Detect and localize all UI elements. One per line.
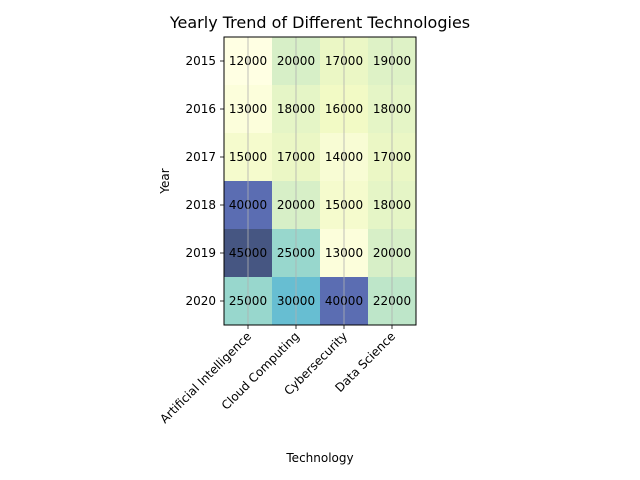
y-tick-label: 2018 (185, 198, 216, 212)
y-tick-label: 2016 (185, 102, 216, 116)
y-tick-label: 2017 (185, 150, 216, 164)
chart-title: Yearly Trend of Different Technologies (169, 13, 470, 32)
y-tick-label: 2019 (185, 246, 216, 260)
y-tick-label: 2015 (185, 54, 216, 68)
plot-frame (223, 36, 417, 326)
grid-lines (247, 37, 393, 325)
y-axis-label: Year (158, 168, 172, 194)
x-tick-label: Artificial Intelligence (157, 329, 254, 426)
y-tick-label: 2020 (185, 294, 216, 308)
x-axis-label: Technology (285, 451, 353, 465)
y-axis-ticks: 2015 2016 2017 2018 2019 2020 (185, 54, 224, 308)
